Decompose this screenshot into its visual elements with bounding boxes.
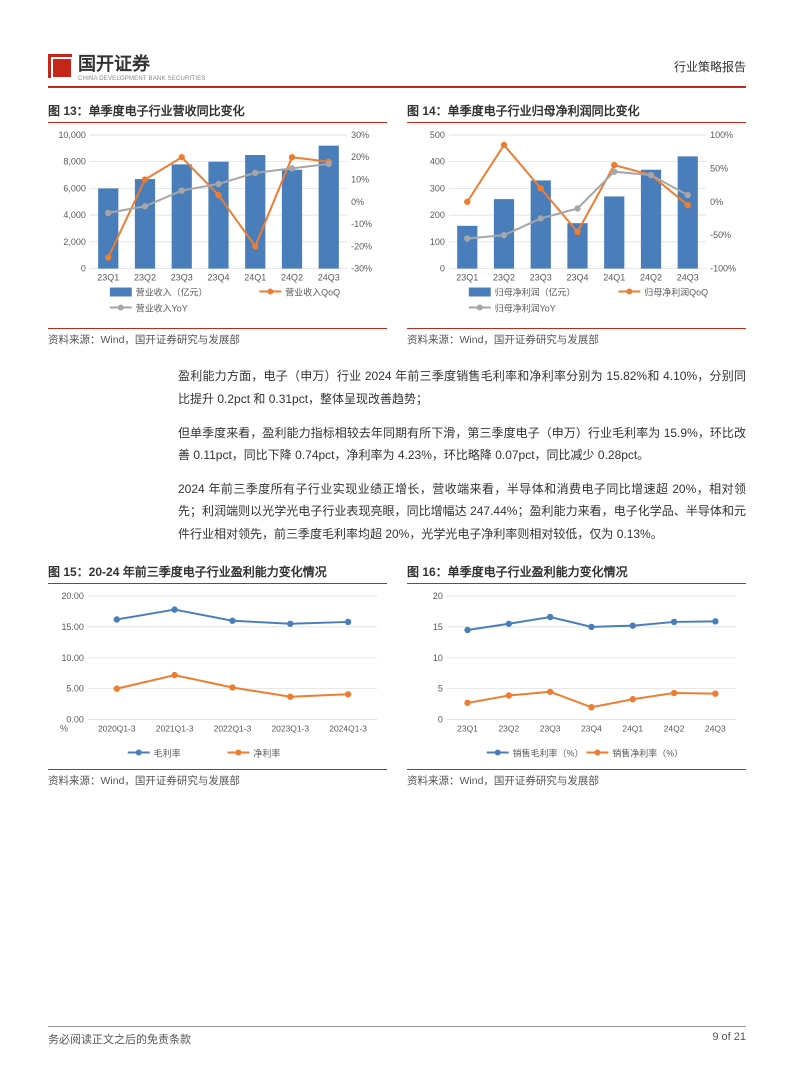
svg-text:300: 300 [430, 183, 445, 193]
svg-text:6,000: 6,000 [63, 183, 85, 193]
svg-text:23Q1: 23Q1 [456, 273, 478, 283]
svg-text:2021Q1-3: 2021Q1-3 [156, 723, 194, 733]
svg-text:2020Q1-3: 2020Q1-3 [98, 723, 136, 733]
svg-text:23Q3: 23Q3 [540, 723, 561, 733]
svg-text:毛利率: 毛利率 [154, 747, 181, 758]
svg-text:30%: 30% [351, 130, 369, 140]
svg-text:500: 500 [430, 130, 445, 140]
svg-text:24Q3: 24Q3 [705, 723, 726, 733]
page-footer: 务必阅读正文之后的免责条款 9 of 21 [48, 1026, 746, 1047]
company-logo: 国开证券 CHINA DEVELOPMENT BANK SECURITIES [48, 50, 206, 82]
paragraph-1: 盈利能力方面，电子（申万）行业 2024 年前三季度销售毛利率和净利率分别为 1… [178, 365, 746, 409]
svg-text:100: 100 [430, 237, 445, 247]
svg-text:24Q1: 24Q1 [244, 273, 266, 283]
svg-text:23Q4: 23Q4 [581, 723, 602, 733]
svg-text:2023Q1-3: 2023Q1-3 [271, 723, 309, 733]
svg-text:归母净利润（亿元）: 归母净利润（亿元） [495, 286, 576, 297]
svg-text:营业收入（亿元）: 营业收入（亿元） [136, 286, 208, 297]
svg-text:归母净利润QoQ: 归母净利润QoQ [644, 286, 708, 297]
svg-text:24Q3: 24Q3 [677, 273, 699, 283]
svg-text:100%: 100% [710, 130, 733, 140]
paragraph-2: 但单季度来看，盈利能力指标相较去年同期有所下滑，第三季度电子（申万）行业毛利率为… [178, 422, 746, 466]
footer-disclaimer: 务必阅读正文之后的免责条款 [48, 1031, 191, 1047]
chart-14-source: 资料来源：Wind，国开证券研究与发展部 [407, 328, 746, 347]
svg-text:销售毛利率（%）: 销售毛利率（%） [513, 747, 584, 758]
report-type: 行业策略报告 [674, 58, 746, 75]
svg-text:20%: 20% [351, 152, 369, 162]
svg-text:24Q2: 24Q2 [640, 273, 662, 283]
header-divider [48, 86, 746, 88]
chart-16-title: 图 16：单季度电子行业盈利能力变化情况 [407, 563, 746, 584]
svg-text:15: 15 [433, 622, 443, 632]
svg-text:8,000: 8,000 [63, 157, 85, 167]
page-header: 国开证券 CHINA DEVELOPMENT BANK SECURITIES 行… [48, 50, 746, 82]
svg-text:20.00: 20.00 [61, 591, 83, 601]
svg-text:0%: 0% [710, 197, 723, 207]
svg-text:0%: 0% [351, 197, 364, 207]
svg-text:0: 0 [440, 264, 445, 274]
svg-text:24Q1: 24Q1 [622, 723, 643, 733]
svg-text:24Q3: 24Q3 [318, 273, 340, 283]
svg-text:营业收入YoY: 营业收入YoY [136, 302, 188, 313]
chart-13-source: 资料来源：Wind，国开证券研究与发展部 [48, 328, 387, 347]
chart-16-source: 资料来源：Wind，国开证券研究与发展部 [407, 769, 746, 788]
chart-15: 0.00 5.00 10.00 15.00 20.00 2020Q1-3 2021Q1-3 2… [48, 588, 387, 767]
svg-text:15.00: 15.00 [61, 622, 83, 632]
svg-text:0: 0 [81, 264, 86, 274]
svg-text:23Q2: 23Q2 [498, 723, 519, 733]
svg-text:销售净利率（%）: 销售净利率（%） [612, 747, 683, 758]
svg-text:24Q1: 24Q1 [603, 273, 625, 283]
svg-text:4,000: 4,000 [63, 210, 85, 220]
svg-text:24Q2: 24Q2 [664, 723, 685, 733]
svg-text:23Q3: 23Q3 [171, 273, 193, 283]
svg-text:营业收入QoQ: 营业收入QoQ [285, 286, 340, 297]
svg-text:10.00: 10.00 [61, 653, 83, 663]
svg-text:23Q1: 23Q1 [457, 723, 478, 733]
company-subtitle: CHINA DEVELOPMENT BANK SECURITIES [78, 76, 206, 82]
svg-text:20: 20 [433, 591, 443, 601]
svg-text:净利率: 净利率 [253, 747, 280, 758]
svg-text:归母净利润YoY: 归母净利润YoY [495, 302, 556, 313]
logo-icon [48, 54, 72, 78]
svg-text:23Q4: 23Q4 [208, 273, 230, 283]
svg-text:5: 5 [438, 683, 443, 693]
svg-text:2022Q1-3: 2022Q1-3 [214, 723, 252, 733]
svg-text:-30%: -30% [351, 264, 372, 274]
svg-text:0.00: 0.00 [66, 714, 83, 724]
svg-text:5.00: 5.00 [66, 683, 83, 693]
svg-text:%: % [60, 723, 68, 733]
svg-text:23Q2: 23Q2 [134, 273, 156, 283]
svg-text:10,000: 10,000 [58, 130, 85, 140]
chart-15-source: 资料来源：Wind，国开证券研究与发展部 [48, 769, 387, 788]
paragraph-3: 2024 年前三季度所有子行业实现业绩正增长，营收端来看，半导体和消费电子同比增… [178, 478, 746, 545]
chart-14: 0 100 200 300 400 500 -100% -50% 0% 50% 100% 23Q1 23… [407, 127, 746, 326]
svg-text:-20%: -20% [351, 241, 372, 251]
company-name: 国开证券 [78, 50, 206, 76]
svg-text:-50%: -50% [710, 230, 731, 240]
svg-text:10%: 10% [351, 175, 369, 185]
chart-16: 0 5 10 15 20 23Q1 23Q2 23Q3 23Q4 24Q1 24Q2 24Q3 销售毛利… [407, 588, 746, 767]
svg-text:50%: 50% [710, 163, 728, 173]
svg-text:400: 400 [430, 157, 445, 167]
chart-13: 0 2,000 4,000 6,000 8,000 10,000 -30% -20% -10% 0… [48, 127, 387, 326]
svg-text:23Q2: 23Q2 [493, 273, 515, 283]
svg-text:-100%: -100% [710, 264, 736, 274]
svg-text:0: 0 [438, 714, 443, 724]
svg-text:23Q4: 23Q4 [567, 273, 589, 283]
svg-text:-10%: -10% [351, 219, 372, 229]
svg-text:2,000: 2,000 [63, 237, 85, 247]
svg-text:23Q1: 23Q1 [97, 273, 119, 283]
chart-14-title: 图 14：单季度电子行业归母净利润同比变化 [407, 102, 746, 123]
body-text: 盈利能力方面，电子（申万）行业 2024 年前三季度销售毛利率和净利率分别为 1… [178, 365, 746, 544]
svg-text:10: 10 [433, 653, 443, 663]
chart-15-title: 图 15：20-24 年前三季度电子行业盈利能力变化情况 [48, 563, 387, 584]
svg-text:200: 200 [430, 210, 445, 220]
footer-page-number: 9 of 21 [712, 1031, 746, 1047]
svg-text:2024Q1-3: 2024Q1-3 [329, 723, 367, 733]
svg-text:23Q3: 23Q3 [530, 273, 552, 283]
chart-13-title: 图 13：单季度电子行业营收同比变化 [48, 102, 387, 123]
svg-text:24Q2: 24Q2 [281, 273, 303, 283]
